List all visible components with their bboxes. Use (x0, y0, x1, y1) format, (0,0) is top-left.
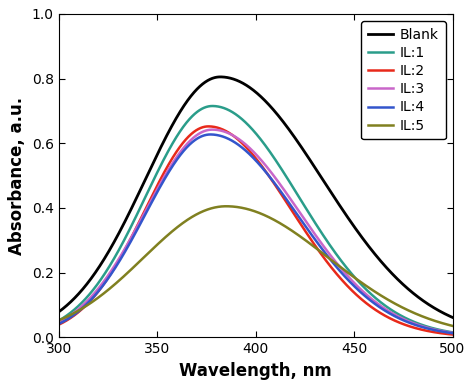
IL:3 (366, 294, 372, 299)
Blank (56, 310, 62, 314)
Line: Blank: Blank (59, 77, 453, 317)
Line: IL:4: IL:4 (59, 135, 453, 333)
IL:3 (76, 307, 82, 311)
IL:3 (450, 331, 456, 335)
IL:1 (450, 330, 456, 334)
IL:5 (56, 318, 62, 323)
IL:4 (237, 144, 243, 148)
IL:5 (76, 308, 82, 313)
IL:5 (438, 320, 444, 325)
IL:1 (56, 318, 62, 323)
IL:2 (237, 139, 243, 144)
IL:1 (438, 328, 444, 333)
IL:3 (247, 146, 253, 151)
IL:5 (237, 205, 243, 210)
Blank (76, 291, 82, 296)
IL:2 (247, 150, 253, 154)
IL:4 (438, 329, 444, 334)
IL:4 (247, 153, 253, 158)
IL:2 (206, 124, 211, 129)
Line: IL:3: IL:3 (59, 130, 453, 333)
Blank (366, 244, 372, 249)
Line: IL:1: IL:1 (59, 106, 453, 332)
Line: IL:2: IL:2 (59, 126, 453, 334)
IL:2 (56, 322, 62, 327)
IL:2 (438, 331, 444, 336)
Blank (438, 310, 444, 314)
IL:5 (223, 204, 229, 209)
IL:3 (210, 127, 215, 132)
IL:4 (438, 329, 444, 334)
IL:4 (56, 322, 62, 326)
IL:2 (438, 331, 444, 336)
IL:5 (438, 320, 444, 325)
IL:4 (76, 309, 82, 314)
IL:5 (450, 324, 456, 328)
X-axis label: Wavelength, nm: Wavelength, nm (179, 362, 332, 380)
Line: IL:5: IL:5 (59, 206, 453, 326)
Blank (237, 80, 243, 84)
Legend: Blank, IL:1, IL:2, IL:3, IL:4, IL:5: Blank, IL:1, IL:2, IL:3, IL:4, IL:5 (361, 21, 446, 140)
IL:3 (237, 138, 243, 142)
IL:3 (56, 320, 62, 325)
IL:1 (247, 125, 253, 130)
IL:4 (366, 297, 372, 301)
IL:1 (76, 303, 82, 308)
IL:1 (366, 290, 372, 294)
IL:2 (76, 310, 82, 314)
IL:4 (208, 132, 213, 137)
IL:2 (450, 332, 456, 337)
IL:1 (210, 104, 215, 108)
IL:5 (366, 286, 372, 290)
Blank (450, 315, 456, 320)
IL:5 (247, 208, 253, 212)
IL:4 (450, 331, 456, 336)
IL:1 (438, 328, 444, 333)
Blank (218, 74, 223, 79)
Blank (247, 86, 253, 90)
Blank (438, 310, 444, 314)
IL:1 (237, 115, 243, 120)
IL:3 (438, 329, 444, 333)
Y-axis label: Absorbance, a.u.: Absorbance, a.u. (9, 97, 27, 255)
IL:2 (366, 303, 372, 308)
IL:3 (438, 329, 444, 333)
